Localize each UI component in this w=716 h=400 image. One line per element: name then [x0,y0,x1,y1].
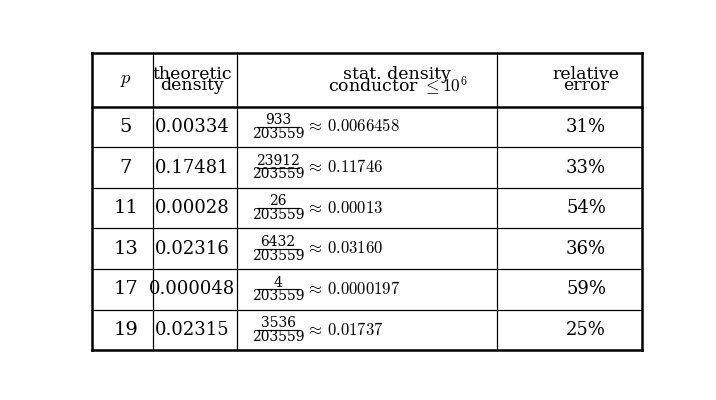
Text: 4: 4 [274,276,283,290]
Text: 203559: 203559 [252,167,304,181]
Text: stat. density: stat. density [344,66,452,82]
Text: 3536: 3536 [261,316,296,330]
Text: 25%: 25% [566,321,606,339]
Text: 0.000048: 0.000048 [149,280,236,298]
Text: 0.00334: 0.00334 [155,118,230,136]
Text: 5: 5 [120,118,132,136]
Text: 0.17481: 0.17481 [155,158,229,176]
Text: $\approx\,0.01737$: $\approx\,0.01737$ [306,322,384,339]
Text: density: density [160,77,224,94]
Text: error: error [563,77,609,94]
Text: $\approx\,0.11746$: $\approx\,0.11746$ [306,159,383,176]
Text: 11: 11 [113,199,138,217]
Text: 203559: 203559 [252,248,304,262]
Text: 7: 7 [120,158,132,176]
Text: 0.00028: 0.00028 [155,199,230,217]
Text: $\approx\,0.03160$: $\approx\,0.03160$ [306,240,383,257]
Text: 0.02315: 0.02315 [155,321,229,339]
Text: 33%: 33% [566,158,606,176]
Text: theoretic: theoretic [153,66,232,82]
Text: relative: relative [553,66,619,82]
Text: $\approx\,0.0066458$: $\approx\,0.0066458$ [306,118,400,135]
Text: 203559: 203559 [252,127,304,141]
Text: 23912: 23912 [256,154,300,168]
Text: 203559: 203559 [252,208,304,222]
Text: 0.02316: 0.02316 [155,240,230,258]
Text: $p$: $p$ [120,70,132,88]
Text: 17: 17 [113,280,138,298]
Text: conductor $\leq 10^6$: conductor $\leq 10^6$ [327,74,468,96]
Text: 19: 19 [113,321,138,339]
Text: 36%: 36% [566,240,606,258]
Text: 13: 13 [113,240,138,258]
Text: 54%: 54% [566,199,606,217]
Text: 26: 26 [269,194,287,208]
Text: $\approx\,0.0000197$: $\approx\,0.0000197$ [306,281,400,298]
Text: 6432: 6432 [261,235,296,249]
Text: 203559: 203559 [252,289,304,303]
Text: 203559: 203559 [252,330,304,344]
Text: 933: 933 [265,113,291,127]
Text: $\approx\,0.00013$: $\approx\,0.00013$ [306,200,383,217]
Text: 59%: 59% [566,280,606,298]
Text: 31%: 31% [566,118,606,136]
